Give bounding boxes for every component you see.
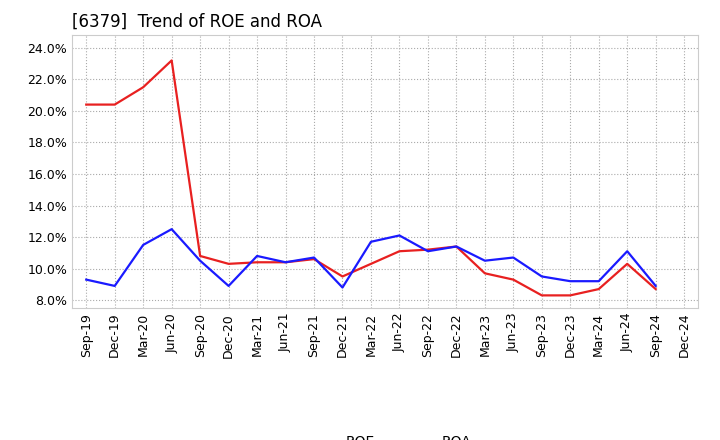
ROA	[282, 260, 290, 265]
ROA	[338, 285, 347, 290]
ROE	[139, 84, 148, 90]
ROE	[110, 102, 119, 107]
ROA	[509, 255, 518, 260]
ROA	[167, 227, 176, 232]
ROA	[110, 283, 119, 289]
ROE	[282, 260, 290, 265]
ROE	[595, 286, 603, 292]
ROE	[566, 293, 575, 298]
ROE	[366, 261, 375, 267]
ROA	[366, 239, 375, 244]
ROE	[395, 249, 404, 254]
ROE	[225, 261, 233, 267]
ROE	[196, 253, 204, 259]
ROA	[423, 249, 432, 254]
ROE	[452, 244, 461, 249]
ROE	[537, 293, 546, 298]
ROE	[509, 277, 518, 282]
ROA	[595, 279, 603, 284]
ROA	[82, 277, 91, 282]
ROA	[310, 255, 318, 260]
Line: ROA: ROA	[86, 229, 656, 287]
ROA	[196, 258, 204, 263]
ROA	[623, 249, 631, 254]
ROE	[82, 102, 91, 107]
Legend: ROE, ROA: ROE, ROA	[294, 429, 477, 440]
Text: [6379]  Trend of ROE and ROA: [6379] Trend of ROE and ROA	[72, 13, 322, 31]
ROA	[480, 258, 489, 263]
ROA	[537, 274, 546, 279]
ROA	[253, 253, 261, 259]
Line: ROE: ROE	[86, 60, 656, 295]
ROA	[139, 242, 148, 248]
ROE	[480, 271, 489, 276]
ROA	[566, 279, 575, 284]
ROE	[253, 260, 261, 265]
ROE	[310, 257, 318, 262]
ROE	[652, 286, 660, 292]
ROA	[652, 283, 660, 289]
ROE	[338, 274, 347, 279]
ROE	[167, 58, 176, 63]
ROA	[225, 283, 233, 289]
ROA	[452, 244, 461, 249]
ROE	[623, 261, 631, 267]
ROA	[395, 233, 404, 238]
ROE	[423, 247, 432, 252]
